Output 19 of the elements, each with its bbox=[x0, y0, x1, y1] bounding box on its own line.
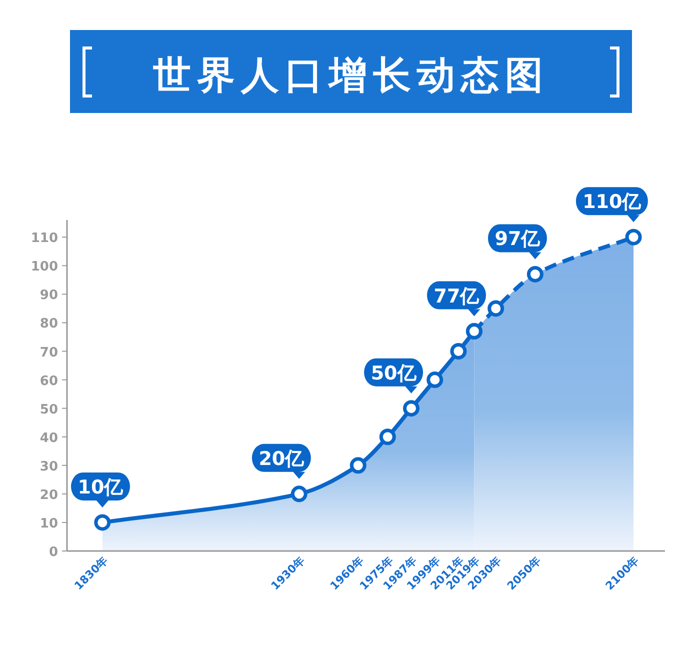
y-tick-label: 0 bbox=[48, 545, 58, 560]
y-tick-label: 30 bbox=[40, 459, 58, 474]
data-label: 110亿 bbox=[582, 191, 642, 214]
y-tick-label: 80 bbox=[40, 316, 58, 332]
y-tick-label: 70 bbox=[40, 345, 58, 360]
y-tick-label: 10 bbox=[40, 516, 58, 532]
data-label: 97亿 bbox=[494, 228, 542, 250]
y-tick-label: 100 bbox=[30, 260, 58, 275]
y-tick-label: 40 bbox=[40, 430, 58, 446]
data-label: 77亿 bbox=[434, 285, 480, 308]
y-tick-label: 50 bbox=[40, 402, 58, 418]
data-label: 20亿 bbox=[258, 448, 306, 470]
chart-title: 世界人口增长动态图 bbox=[153, 53, 549, 97]
data-label: 50亿 bbox=[370, 362, 418, 384]
y-tick-label: 90 bbox=[40, 288, 58, 304]
y-tick-label: 110 bbox=[30, 231, 58, 246]
data-label: 10亿 bbox=[78, 476, 124, 498]
y-tick-label: 60 bbox=[40, 374, 58, 389]
y-tick-label: 20 bbox=[40, 488, 58, 503]
